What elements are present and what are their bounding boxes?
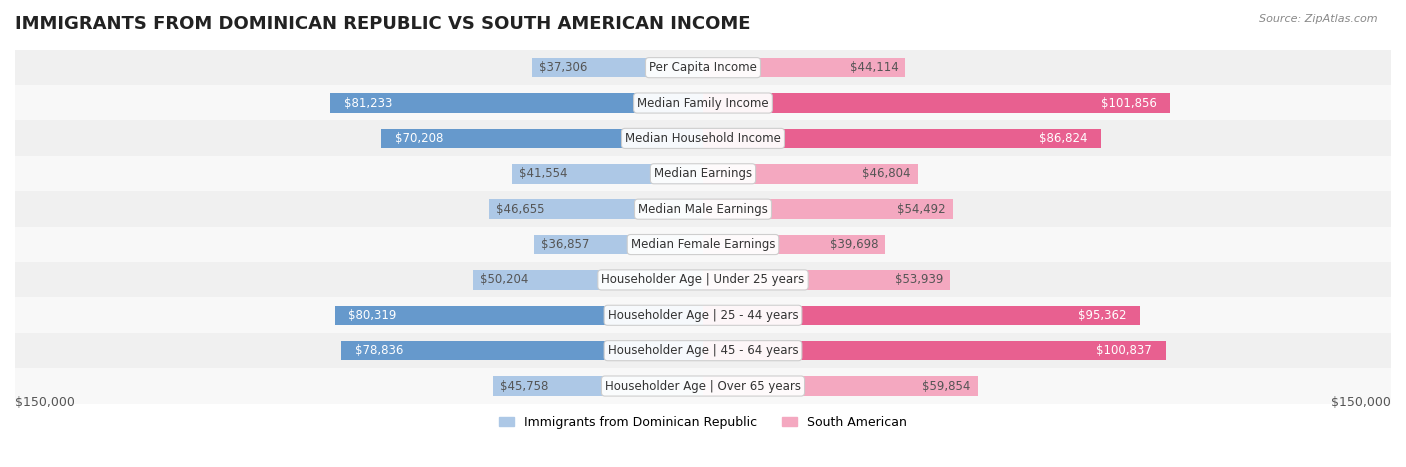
Text: $78,836: $78,836 — [356, 344, 404, 357]
Text: Householder Age | Under 25 years: Householder Age | Under 25 years — [602, 273, 804, 286]
Bar — [15, 368, 1391, 404]
Text: $50,204: $50,204 — [479, 273, 529, 286]
Bar — [703, 376, 977, 396]
Text: Householder Age | 45 - 64 years: Householder Age | 45 - 64 years — [607, 344, 799, 357]
Bar — [494, 376, 703, 396]
Text: $81,233: $81,233 — [344, 97, 392, 110]
Text: $53,939: $53,939 — [896, 273, 943, 286]
Bar — [15, 191, 1391, 227]
Text: $44,114: $44,114 — [849, 61, 898, 74]
Text: $59,854: $59,854 — [922, 380, 970, 393]
Text: $39,698: $39,698 — [830, 238, 879, 251]
Bar — [703, 341, 1166, 361]
Text: Householder Age | 25 - 44 years: Householder Age | 25 - 44 years — [607, 309, 799, 322]
Text: $46,804: $46,804 — [862, 167, 911, 180]
Text: $37,306: $37,306 — [538, 61, 588, 74]
Bar — [15, 156, 1391, 192]
Text: $41,554: $41,554 — [519, 167, 568, 180]
Text: $150,000: $150,000 — [15, 396, 75, 409]
Bar — [15, 50, 1391, 85]
Text: Median Male Earnings: Median Male Earnings — [638, 203, 768, 216]
Text: $95,362: $95,362 — [1078, 309, 1126, 322]
Bar — [531, 58, 703, 78]
Text: $100,837: $100,837 — [1097, 344, 1152, 357]
Bar — [703, 199, 953, 219]
Text: Median Family Income: Median Family Income — [637, 97, 769, 110]
Bar — [15, 85, 1391, 121]
Text: IMMIGRANTS FROM DOMINICAN REPUBLIC VS SOUTH AMERICAN INCOME: IMMIGRANTS FROM DOMINICAN REPUBLIC VS SO… — [15, 15, 751, 33]
Bar — [15, 226, 1391, 262]
Bar — [703, 270, 950, 290]
Text: $46,655: $46,655 — [496, 203, 544, 216]
Bar — [342, 341, 703, 361]
Legend: Immigrants from Dominican Republic, South American: Immigrants from Dominican Republic, Sout… — [494, 411, 912, 434]
Text: $45,758: $45,758 — [501, 380, 548, 393]
Bar — [330, 93, 703, 113]
Bar — [472, 270, 703, 290]
Bar — [489, 199, 703, 219]
Text: $36,857: $36,857 — [541, 238, 589, 251]
Bar — [703, 305, 1140, 325]
Text: Median Female Earnings: Median Female Earnings — [631, 238, 775, 251]
Bar — [703, 235, 886, 254]
Text: Median Earnings: Median Earnings — [654, 167, 752, 180]
Bar — [15, 120, 1391, 156]
Bar — [15, 333, 1391, 368]
Text: $101,856: $101,856 — [1101, 97, 1156, 110]
Bar — [534, 235, 703, 254]
Bar — [335, 305, 703, 325]
Text: $70,208: $70,208 — [395, 132, 443, 145]
Text: $86,824: $86,824 — [1039, 132, 1087, 145]
Bar — [381, 129, 703, 148]
Text: Per Capita Income: Per Capita Income — [650, 61, 756, 74]
Bar — [703, 164, 918, 184]
Bar — [703, 58, 905, 78]
Text: $150,000: $150,000 — [1331, 396, 1391, 409]
Bar — [15, 297, 1391, 333]
Text: $80,319: $80,319 — [349, 309, 396, 322]
Text: Source: ZipAtlas.com: Source: ZipAtlas.com — [1260, 14, 1378, 24]
Bar — [512, 164, 703, 184]
Bar — [703, 129, 1101, 148]
Text: Median Household Income: Median Household Income — [626, 132, 780, 145]
Bar — [15, 262, 1391, 298]
Text: $54,492: $54,492 — [897, 203, 946, 216]
Bar — [703, 93, 1170, 113]
Text: Householder Age | Over 65 years: Householder Age | Over 65 years — [605, 380, 801, 393]
